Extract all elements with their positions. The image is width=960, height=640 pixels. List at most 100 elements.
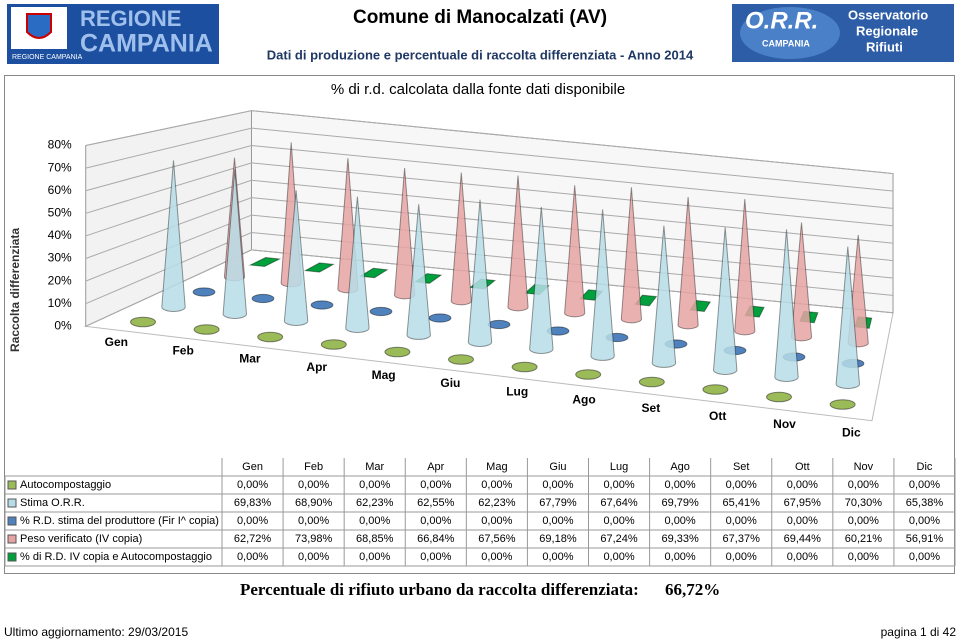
cone <box>161 160 186 312</box>
x-tick-label: Set <box>642 401 661 415</box>
pyramid <box>303 262 336 273</box>
logo-text: O.R.R. <box>745 7 818 34</box>
pyramid <box>634 294 658 307</box>
legend-swatch <box>7 552 17 562</box>
cone <box>620 187 643 324</box>
table-value: 0,00% <box>726 515 757 527</box>
cone <box>345 196 370 333</box>
table-value: 0,00% <box>298 479 329 491</box>
grid-line <box>85 197 894 262</box>
table-value: 62,72% <box>234 533 272 545</box>
table-value: 0,00% <box>848 551 879 563</box>
x-tick-label: Dic <box>842 425 861 439</box>
cone <box>487 319 511 330</box>
table-value: 66,84% <box>417 533 455 545</box>
x-tick-label: Nov <box>773 417 796 431</box>
table-value: 62,23% <box>356 497 394 509</box>
y-tick-label: 20% <box>48 273 72 287</box>
table-value: 60,21% <box>845 533 883 545</box>
table-value: 0,00% <box>603 515 634 527</box>
table-value: 0,00% <box>359 551 390 563</box>
pyramid <box>358 267 389 279</box>
table-value: 0,00% <box>665 515 696 527</box>
table-value: 0,00% <box>909 551 940 563</box>
data-table: Gen Feb Mar Apr Mag Giu Lug Ago Set Ott Nov Dic Auto… <box>4 458 956 567</box>
grid-line <box>85 127 894 192</box>
cone <box>677 196 699 330</box>
x-tick-label: Apr <box>306 360 327 374</box>
cone <box>320 339 347 350</box>
cone <box>130 316 156 328</box>
pyramid <box>248 257 282 267</box>
logo-caption: REGIONE CAMPANIA <box>12 54 83 61</box>
x-tick-label: Mag <box>372 368 396 382</box>
cone <box>448 354 474 365</box>
table-value: 0,00% <box>603 551 634 563</box>
table-value: 0,00% <box>603 479 634 491</box>
cone <box>384 346 411 358</box>
table-value: 0,00% <box>909 515 940 527</box>
table-value: 65,41% <box>723 497 761 509</box>
cone <box>192 287 216 297</box>
y-tick-label: 50% <box>48 205 72 219</box>
table-header: Mar <box>365 461 384 473</box>
summary-value: 66,72% <box>665 580 720 599</box>
grid-line <box>85 144 894 209</box>
table-value: 0,00% <box>237 515 268 527</box>
table-value: 0,00% <box>420 551 451 563</box>
logo-text: CAMPANIA <box>80 30 213 58</box>
logo-text: REGIONE <box>80 6 181 31</box>
legend-label: % R.D. stima del produttore (Fir I^ copi… <box>20 515 219 527</box>
table-value: 0,00% <box>542 551 573 563</box>
plot: 0% 10% 20% 30% 40% 50% 60% 70% 80% Gen Feb Mar Apr Ma… <box>48 110 894 439</box>
table-value: 0,00% <box>787 479 818 491</box>
table-header: Lug <box>610 461 628 473</box>
table-value: 69,33% <box>661 533 699 545</box>
cone <box>511 361 538 373</box>
table-header: Set <box>733 461 750 473</box>
table-value: 0,00% <box>848 479 879 491</box>
table-value: 0,00% <box>481 551 512 563</box>
x-tick-label: Ott <box>709 409 726 423</box>
table-value: 0,00% <box>298 515 329 527</box>
cone <box>564 185 586 318</box>
table-value: 68,85% <box>356 533 394 545</box>
legend-swatch <box>7 516 17 526</box>
logo-crest <box>26 13 52 39</box>
x-tick-label: Ago <box>572 393 595 407</box>
table-value: 0,00% <box>726 551 757 563</box>
table-value: 67,24% <box>600 533 638 545</box>
legend-swatch <box>7 480 17 490</box>
legend-label: Stima O.R.R. <box>20 497 85 509</box>
table-value: 0,00% <box>909 479 940 491</box>
table-value: 0,00% <box>542 479 573 491</box>
table-value: 69,18% <box>539 533 577 545</box>
cone <box>251 293 275 304</box>
table-value: 69,83% <box>234 497 272 509</box>
legend-swatch <box>7 534 17 544</box>
cone <box>369 306 393 317</box>
x-tick-label: Mar <box>239 352 261 366</box>
page-number: pagina 1 di 42 <box>881 625 957 639</box>
x-tick-label: Feb <box>172 343 193 357</box>
grid-line <box>85 162 894 227</box>
table-value: 69,79% <box>661 497 699 509</box>
y-tick-label: 10% <box>48 296 72 310</box>
cone <box>651 225 677 368</box>
last-update: Ultimo aggiornamento: 29/03/2015 <box>4 625 188 639</box>
table-value: 0,00% <box>298 551 329 563</box>
table-value: 0,00% <box>359 479 390 491</box>
table-value: 0,00% <box>420 515 451 527</box>
page-title: Comune di Manocalzati (AV) <box>353 7 607 28</box>
cone <box>507 175 529 312</box>
y-tick-label: 80% <box>48 138 72 152</box>
table-header: Ago <box>670 461 690 473</box>
cone <box>283 190 309 326</box>
x-tick-label: Lug <box>506 384 528 398</box>
cone <box>590 209 615 361</box>
table-header: Gen <box>242 461 263 473</box>
table-header: Giu <box>549 461 566 473</box>
y-axis-label: Raccolta differenziata <box>8 228 22 352</box>
